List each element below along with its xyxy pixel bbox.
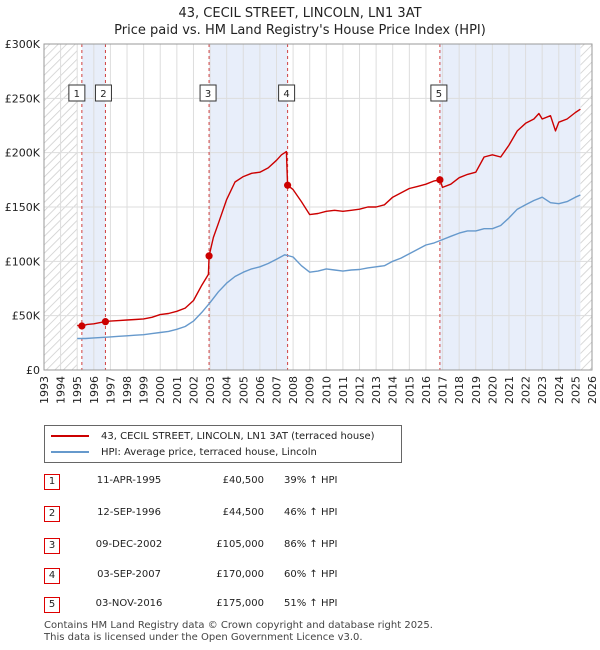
sale-point bbox=[284, 181, 292, 189]
x-tick-label: 2026 bbox=[586, 376, 599, 404]
legend-item-hpi: HPI: Average price, terraced house, Linc… bbox=[51, 445, 317, 459]
x-tick-label: 2000 bbox=[154, 376, 167, 404]
sale-number: 5 bbox=[44, 597, 60, 613]
sale-point bbox=[78, 322, 86, 330]
x-tick-label: 2013 bbox=[370, 376, 383, 404]
sale-price: £170,000 bbox=[216, 569, 264, 580]
property-price-line bbox=[77, 108, 581, 327]
legend-hpi-swatch bbox=[51, 451, 89, 453]
x-tick-label: 2009 bbox=[304, 376, 317, 404]
sale-number-label: 2 bbox=[100, 89, 106, 100]
x-tick-label: 2017 bbox=[437, 376, 450, 404]
sale-number-box bbox=[430, 84, 448, 102]
x-tick-label: 2022 bbox=[520, 376, 533, 404]
footer-licence: This data is licensed under the Open Gov… bbox=[44, 632, 363, 643]
price-chart: 1 2 3 4 5 £0 £50K £100K £150K £200K £250K £300K 199… bbox=[5, 38, 599, 404]
sale-number-box bbox=[199, 84, 217, 102]
x-tick-label: 2023 bbox=[536, 376, 549, 404]
x-tick-label: 2008 bbox=[287, 376, 300, 404]
sale-hpi-change: 46% ↑ HPI bbox=[284, 507, 338, 518]
x-tick-label: 1993 bbox=[38, 376, 51, 404]
sale-number: 4 bbox=[44, 568, 60, 584]
hpi-line bbox=[77, 194, 581, 340]
sale-point bbox=[101, 318, 110, 326]
sale-hpi-change: 39% ↑ HPI bbox=[284, 475, 338, 486]
y-tick-label: £250K bbox=[5, 92, 41, 105]
sale-point bbox=[205, 252, 213, 260]
sale-price: £105,000 bbox=[216, 539, 264, 550]
sale-hpi-change: 86% ↑ HPI bbox=[284, 539, 338, 550]
sale-date: 12-SEP-1996 bbox=[97, 507, 161, 518]
x-tick-label: 2020 bbox=[486, 376, 499, 404]
sale-date: 11-APR-1995 bbox=[96, 475, 162, 486]
sale-number-label: 4 bbox=[283, 89, 289, 100]
x-tick-label: 2014 bbox=[387, 376, 400, 404]
sale-price: £175,000 bbox=[216, 598, 264, 609]
x-tick-label: 1999 bbox=[138, 376, 151, 404]
legend-property-label: 43, CECIL STREET, LINCOLN, LN1 3AT (terr… bbox=[101, 430, 375, 442]
sale-number: 2 bbox=[44, 506, 60, 522]
x-tick-label: 2011 bbox=[337, 376, 350, 404]
y-tick-label: £200K bbox=[5, 147, 41, 160]
y-tick-label: £150K bbox=[5, 201, 41, 214]
x-tick-label: 2012 bbox=[354, 376, 367, 404]
sale-number-box bbox=[94, 84, 112, 102]
x-tick-label: 2006 bbox=[254, 376, 267, 404]
sale-number-label: 1 bbox=[74, 89, 80, 100]
sale-number-label: 5 bbox=[436, 89, 442, 100]
sale-price: £40,500 bbox=[222, 475, 264, 486]
legend-property-swatch bbox=[51, 435, 89, 437]
sale-number: 1 bbox=[44, 474, 60, 490]
legend-item-property: 43, CECIL STREET, LINCOLN, LN1 3AT (terr… bbox=[51, 429, 375, 443]
x-tick-label: 2004 bbox=[221, 376, 234, 404]
sale-point bbox=[436, 176, 444, 184]
x-tick-label: 2010 bbox=[320, 376, 333, 404]
x-tick-label: 2018 bbox=[453, 376, 466, 404]
chart-title-line2: Price paid vs. HM Land Registry's House … bbox=[114, 23, 486, 38]
sale-hpi-change: 60% ↑ HPI bbox=[284, 569, 338, 580]
plot-frame bbox=[43, 43, 593, 371]
sale-hpi-change: 51% ↑ HPI bbox=[284, 598, 338, 609]
footer-copyright: Contains HM Land Registry data © Crown c… bbox=[44, 620, 433, 631]
sale-date: 03-SEP-2007 bbox=[97, 569, 161, 580]
x-tick-label: 1996 bbox=[88, 376, 101, 404]
x-tick-label: 2024 bbox=[553, 376, 566, 404]
sale-date: 03-NOV-2016 bbox=[95, 598, 163, 609]
x-tick-label: 2016 bbox=[420, 376, 433, 404]
x-tick-label: 2007 bbox=[270, 376, 283, 404]
x-tick-label: 2015 bbox=[403, 376, 416, 404]
x-tick-label: 2021 bbox=[503, 376, 516, 404]
sale-number-box bbox=[278, 84, 296, 102]
x-tick-label: 1998 bbox=[121, 376, 134, 404]
y-tick-label: £50K bbox=[12, 310, 41, 323]
x-tick-label: 2002 bbox=[187, 376, 200, 404]
sale-price: £44,500 bbox=[222, 507, 264, 518]
x-tick-label: 2025 bbox=[569, 376, 582, 404]
y-tick-label: £100K bbox=[5, 255, 41, 268]
sale-number: 3 bbox=[44, 538, 60, 554]
x-tick-label: 2005 bbox=[237, 376, 250, 404]
x-tick-label: 2001 bbox=[171, 376, 184, 404]
sale-date: 09-DEC-2002 bbox=[95, 539, 163, 550]
sale-number-label: 3 bbox=[205, 89, 211, 100]
x-tick-label: 2003 bbox=[204, 376, 217, 404]
y-tick-label: £0 bbox=[26, 364, 40, 377]
legend-hpi-label: HPI: Average price, terraced house, Linc… bbox=[101, 446, 317, 458]
sale-number-box bbox=[68, 84, 86, 102]
legend: 43, CECIL STREET, LINCOLN, LN1 3AT (terr… bbox=[44, 425, 402, 463]
x-tick-label: 1997 bbox=[104, 376, 117, 404]
chart-title-line1: 43, CECIL STREET, LINCOLN, LN1 3AT bbox=[178, 6, 422, 21]
x-tick-label: 2019 bbox=[470, 376, 483, 404]
x-tick-label: 1995 bbox=[71, 376, 84, 404]
y-tick-label: £300K bbox=[5, 38, 41, 51]
x-tick-label: 1994 bbox=[55, 376, 68, 404]
